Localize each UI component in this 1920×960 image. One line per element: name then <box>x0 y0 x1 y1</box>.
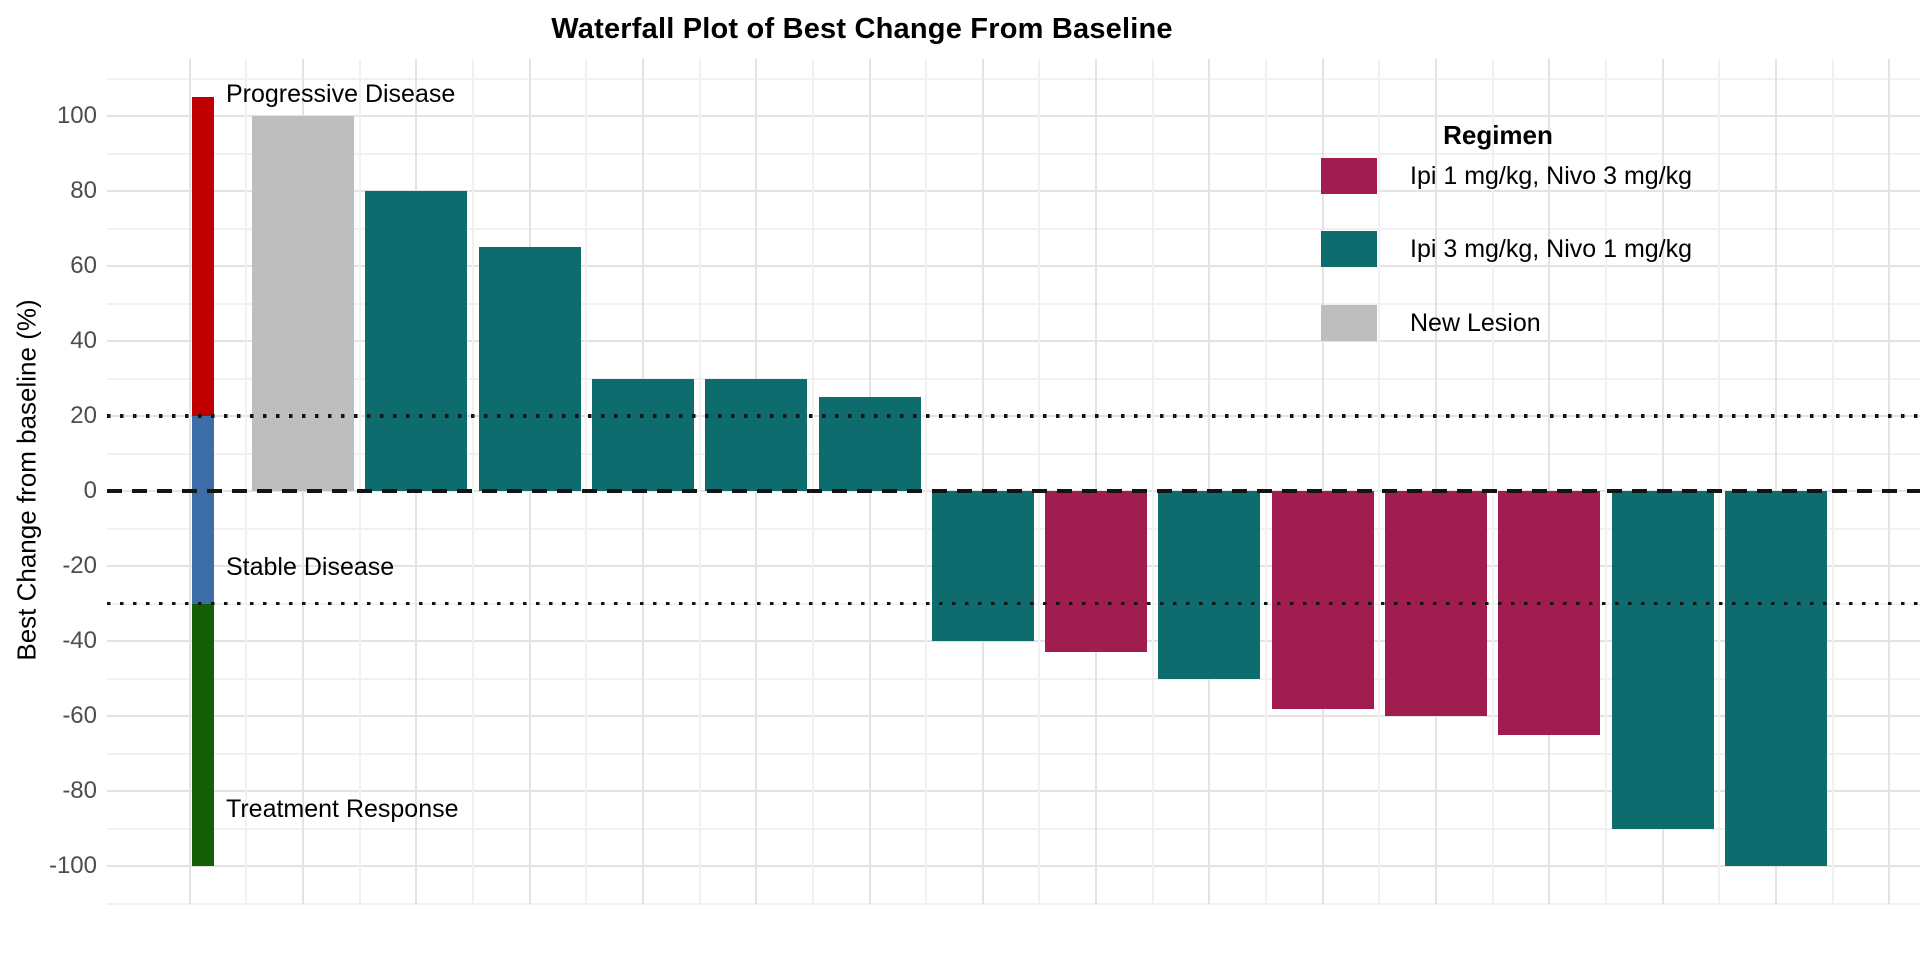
y-tick-label: 0 <box>83 477 97 504</box>
gridline-v-minor <box>698 59 701 904</box>
gridline-v-major <box>188 59 191 904</box>
gridline-h-major <box>107 865 1920 867</box>
gridline-v-major <box>1774 59 1777 904</box>
y-tick-label: -100 <box>48 852 97 879</box>
gridline-v-minor <box>811 59 814 904</box>
gridline-h-minor <box>107 152 1920 155</box>
response-band-progressive-disease <box>192 97 214 416</box>
gridline-v-major <box>1548 59 1551 904</box>
gridline-h-major <box>107 115 1920 117</box>
legend-title: Regimen <box>1443 120 1553 150</box>
gridline-h-minor <box>107 827 1920 830</box>
patient-bar <box>478 247 581 491</box>
patient-bar <box>591 378 694 491</box>
legend-swatch-new-lesion <box>1321 305 1377 341</box>
reference-line-dashed <box>107 489 1920 493</box>
gridline-v-major <box>1095 59 1098 904</box>
legend-label: New Lesion <box>1410 309 1541 337</box>
patient-bar <box>1724 491 1827 866</box>
gridline-h-minor <box>107 452 1920 455</box>
treatment-response-label: Treatment Response <box>226 795 459 823</box>
gridline-h-minor <box>107 302 1920 305</box>
response-band-stable-disease <box>192 416 214 604</box>
gridline-h-major <box>107 190 1920 192</box>
patient-bar <box>818 397 921 491</box>
patient-bar <box>931 491 1034 641</box>
gridline-v-major <box>1435 59 1437 904</box>
reference-line-dotted <box>107 414 1920 418</box>
gridline-v-minor <box>1604 59 1607 904</box>
gridline-v-minor <box>471 59 474 904</box>
gridline-h-major <box>107 340 1920 342</box>
gridline-h-major <box>107 715 1920 717</box>
y-axis-title: Best Change from baseline (%) <box>11 299 42 661</box>
legend-label: Ipi 3 mg/kg, Nivo 1 mg/kg <box>1410 235 1693 263</box>
legend-swatch-ipi1-nivo3 <box>1321 158 1377 194</box>
gridline-v-minor <box>925 59 928 904</box>
gridline-v-minor <box>1038 59 1041 904</box>
gridline-v-minor <box>245 59 248 904</box>
y-tick-label: 20 <box>70 402 97 429</box>
gridline-v-minor <box>358 59 361 904</box>
patient-bar <box>1611 491 1714 829</box>
y-tick-label: 60 <box>70 252 97 279</box>
patient-bar <box>1045 491 1148 653</box>
gridline-v-major <box>981 59 984 904</box>
gridline-h-major <box>107 790 1920 792</box>
gridline-h-major <box>107 640 1920 642</box>
progressive-disease-label: Progressive Disease <box>226 80 456 108</box>
gridline-v-minor <box>1378 59 1381 904</box>
gridline-v-minor <box>1491 59 1494 904</box>
gridline-h-minor <box>107 752 1920 755</box>
patient-bar <box>1158 491 1261 679</box>
stable-disease-label: Stable Disease <box>226 553 395 581</box>
patient-bar <box>252 116 354 491</box>
response-band-treatment-response <box>192 603 214 866</box>
patient-bar <box>705 378 808 491</box>
gridline-h-minor <box>107 902 1920 905</box>
y-tick-label: -60 <box>62 702 97 729</box>
patient-bar <box>365 191 468 491</box>
gridline-h-major <box>107 265 1920 267</box>
reference-line-dotted <box>107 601 1920 605</box>
patient-bar <box>1498 491 1601 735</box>
gridline-v-major <box>1661 59 1664 904</box>
y-tick-label: 100 <box>56 102 97 129</box>
gridline-v-minor <box>585 59 588 904</box>
y-tick-label: -80 <box>62 777 97 804</box>
chart-title: Waterfall Plot of Best Change From Basel… <box>551 13 1173 45</box>
gridline-h-minor <box>107 377 1920 380</box>
gridline-v-major <box>1321 59 1324 904</box>
gridline-v-minor <box>1151 59 1154 904</box>
gridline-v-major <box>1888 59 1891 904</box>
gridline-h-minor <box>107 677 1920 680</box>
y-tick-label: 40 <box>70 327 97 354</box>
legend-label: Ipi 1 mg/kg, Nivo 3 mg/kg <box>1410 162 1693 190</box>
gridline-v-minor <box>1718 59 1721 904</box>
gridline-v-minor <box>1265 59 1268 904</box>
gridline-v-minor <box>1831 59 1834 904</box>
gridline-h-minor <box>107 227 1920 230</box>
y-tick-label: -20 <box>62 552 97 579</box>
y-tick-label: -40 <box>62 627 97 654</box>
legend-swatch-ipi3-nivo1 <box>1321 231 1377 267</box>
gridline-h-minor <box>107 77 1920 80</box>
gridline-v-major <box>1208 59 1211 904</box>
y-tick-label: 80 <box>70 177 97 204</box>
patient-bar <box>1271 491 1374 709</box>
